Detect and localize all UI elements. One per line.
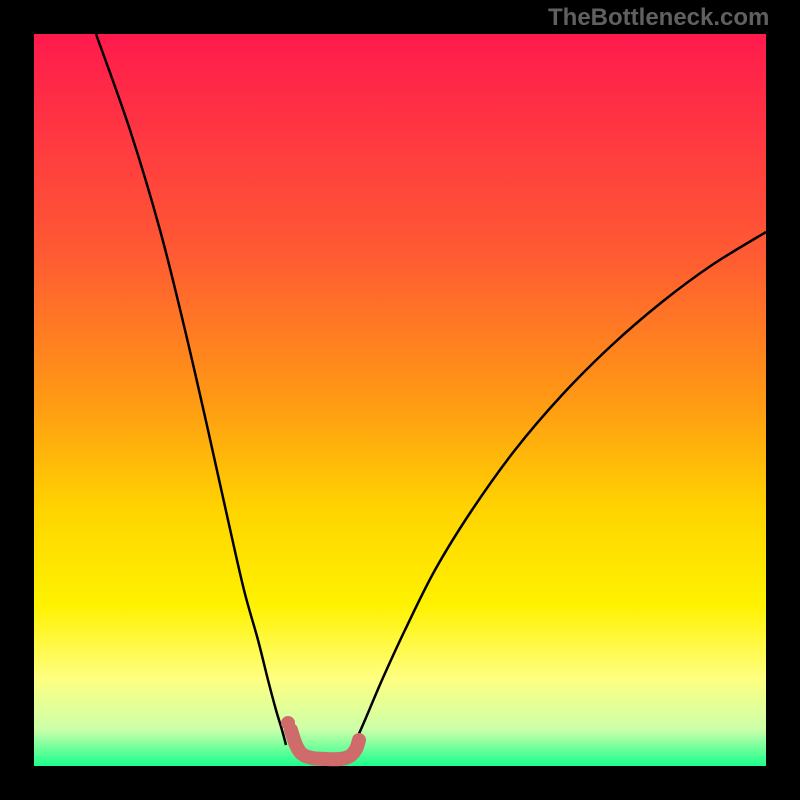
watermark-text: TheBottleneck.com: [548, 4, 769, 32]
highlight-arc: [291, 730, 359, 759]
left-curve: [96, 34, 286, 745]
right-curve: [354, 232, 766, 745]
curves-overlay: [0, 0, 800, 800]
